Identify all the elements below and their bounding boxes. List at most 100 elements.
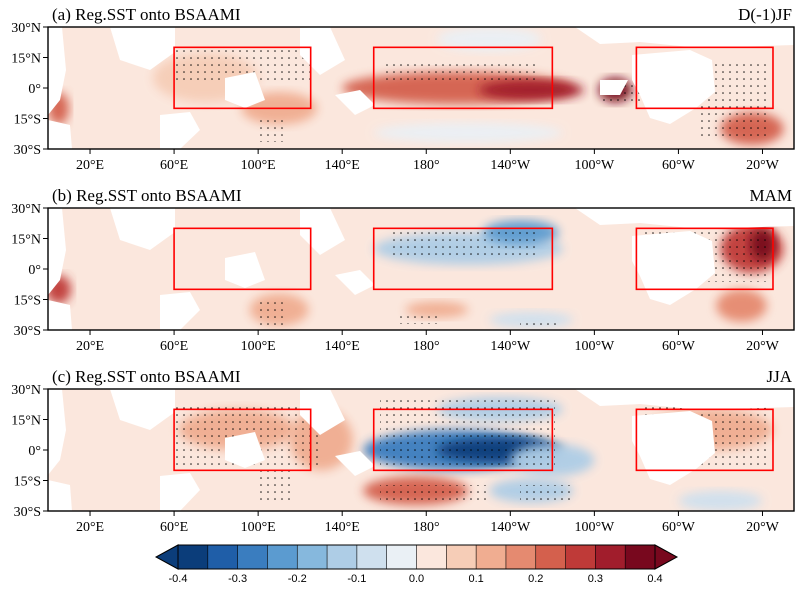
y-tick-label: 30°N (11, 21, 41, 36)
panel-a-region-box-1 (173, 46, 312, 110)
x-tick-label: 100°E (241, 158, 276, 173)
colorbar: -0.4 -0.3 -0.2 -0.1 0.0 0.1 0.2 0.3 0.4 (154, 544, 679, 585)
panel-b-region-box-2 (372, 227, 554, 291)
panel-a-anomaly-9 (373, 122, 563, 143)
panel-c-axes: 20°E 60°E 100°E 140°E 180° 140°W 100°W 60°W 20°W… (11, 383, 779, 535)
x-tick-label: 20°W (746, 339, 780, 354)
y-tick-label: 15°N (11, 52, 41, 67)
colorbar-tick-label: 0.4 (647, 573, 662, 585)
x-tick-label: 60°W (662, 158, 696, 173)
x-tick-label: 20°W (746, 158, 780, 173)
panel-a-axes: 20°E 60°E 100°E 140°E 180° 140°W 100°W 60°W 20°W… (11, 21, 779, 173)
panel-a-anomaly-2 (478, 79, 584, 101)
colorbar-segment (297, 545, 328, 569)
y-tick-label: 30°S (14, 505, 41, 520)
x-tick-label: 100°W (574, 520, 615, 535)
colorbar-segment (565, 545, 596, 569)
x-tick-label: 180° (413, 339, 440, 354)
panel-a: (a) Reg.SST onto BSAAMI D(-1)JF (11, 5, 795, 173)
panel-c-anomaly-10 (678, 490, 763, 511)
y-tick-label: 0° (28, 263, 41, 278)
x-tick-label: 60°W (662, 339, 696, 354)
y-tick-label: 15°S (14, 294, 41, 309)
y-tick-label: 30°S (14, 143, 41, 158)
x-tick-label: 100°E (241, 520, 276, 535)
colorbar-tick-label: 0.0 (409, 573, 424, 585)
x-tick-label: 140°E (325, 520, 360, 535)
y-tick-label: 30°N (11, 202, 41, 217)
panel-b-anomaly-5 (716, 289, 767, 322)
y-tick-label: 15°N (11, 414, 41, 429)
x-tick-label: 140°W (490, 339, 531, 354)
colorbar-tick-label: -0.2 (288, 573, 307, 585)
panel-a-season: D(-1)JF (738, 5, 792, 24)
x-tick-label: 140°E (325, 339, 360, 354)
x-tick-label: 180° (413, 520, 440, 535)
colorbar-tick-label: 0.1 (468, 573, 483, 585)
panel-b-boxes (173, 227, 774, 291)
colorbar-segment (476, 545, 507, 569)
colorbar-segment (356, 545, 387, 569)
colorbar-segment (446, 545, 477, 569)
panel-b-axes: 20°E 60°E 100°E 140°E 180° 140°W 100°W 60°W 20°W… (11, 202, 779, 354)
panel-c-region-box-1 (173, 408, 312, 472)
x-tick-label: 140°W (490, 158, 531, 173)
colorbar-frame (177, 544, 656, 570)
colorbar-tick-label: -0.3 (228, 573, 247, 585)
x-tick-label: 20°E (76, 520, 104, 535)
y-tick-label: 0° (28, 444, 41, 459)
x-tick-label: 140°W (490, 520, 531, 535)
colorbar-high-arrow (654, 544, 679, 570)
x-tick-label: 20°E (76, 158, 104, 173)
x-tick-label: 100°E (241, 339, 276, 354)
colorbar-segment (625, 545, 656, 569)
colorbar-segment (327, 545, 358, 569)
y-tick-label: 15°S (14, 113, 41, 128)
panel-b-region-box-3 (635, 227, 774, 291)
panel-a-title: (a) Reg.SST onto BSAAMI (52, 5, 241, 24)
x-tick-label: 180° (413, 158, 440, 173)
panel-c-boxes (173, 408, 774, 472)
panel-b-land (48, 208, 794, 330)
panel-b-season: MAM (749, 186, 792, 205)
x-tick-label: 60°W (662, 520, 696, 535)
colorbar-segment (416, 545, 447, 569)
y-tick-label: 30°S (14, 324, 41, 339)
x-tick-label: 60°E (160, 339, 188, 354)
colorbar-segment (595, 545, 626, 569)
y-tick-label: 15°N (11, 233, 41, 248)
panel-b-title: (b) Reg.SST onto BSAAMI (52, 186, 242, 205)
colorbar-segment (386, 545, 417, 569)
panel-a-region-box-3 (635, 46, 774, 110)
panel-c-land (48, 389, 794, 511)
colorbar-segment (237, 545, 268, 569)
y-tick-label: 15°S (14, 475, 41, 490)
colorbar-segment (178, 545, 209, 569)
x-tick-label: 140°E (325, 158, 360, 173)
colorbar-tick-label: -0.4 (169, 573, 188, 585)
panel-c-season: JJA (766, 367, 792, 386)
panel-c: (c) Reg.SST onto BSAAMI JJA (11, 367, 795, 535)
panel-b: (b) Reg.SST onto BSAAMI MAM (11, 186, 795, 354)
colorbar-low-arrow (154, 544, 179, 570)
colorbar-segment (267, 545, 298, 569)
panel-c-region-box-3 (635, 408, 774, 472)
colorbar-segment (535, 545, 566, 569)
x-tick-label: 100°W (574, 158, 615, 173)
y-tick-label: 30°N (11, 383, 41, 398)
x-tick-label: 60°E (160, 520, 188, 535)
y-tick-label: 0° (28, 82, 41, 97)
colorbar-tick-label: -0.1 (347, 573, 366, 585)
panel-a-boxes (173, 46, 774, 110)
colorbar-segment (207, 545, 238, 569)
panel-a-region-box-2 (372, 46, 554, 110)
colorbar-tick-label: 0.2 (528, 573, 543, 585)
colorbar-tick-label: 0.3 (588, 573, 603, 585)
panel-b-region-box-1 (173, 227, 312, 291)
x-tick-label: 20°E (76, 339, 104, 354)
panel-c-region-box-2 (372, 408, 554, 472)
x-tick-label: 60°E (160, 158, 188, 173)
x-tick-label: 100°W (574, 339, 615, 354)
x-tick-label: 20°W (746, 520, 780, 535)
